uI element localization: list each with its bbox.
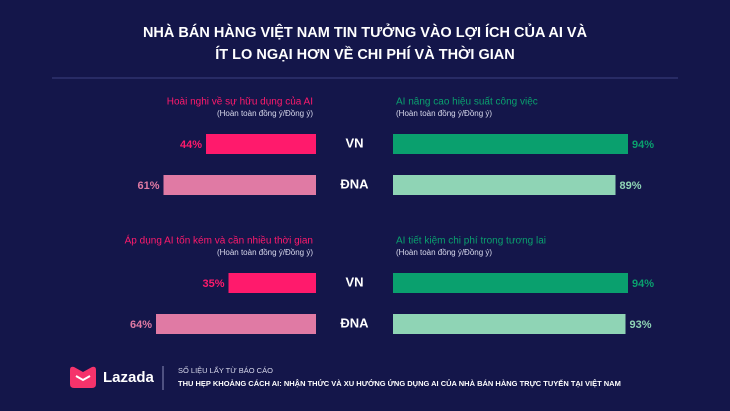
category-label: VN [345, 274, 363, 289]
value-label: 61% [137, 180, 159, 192]
bar [393, 273, 628, 293]
value-label: 94% [632, 139, 654, 151]
bar [163, 175, 316, 195]
value-label: 35% [202, 278, 224, 290]
value-label: 93% [630, 319, 652, 331]
title-line: ÍT LO NGẠI HƠN VỀ CHI PHÍ VÀ THỜI GIAN [215, 45, 514, 63]
bar [393, 314, 626, 334]
panel-title: AI nâng cao hiệu suất công việc [396, 96, 538, 108]
value-label: 44% [180, 139, 202, 151]
bar [393, 134, 628, 154]
value-label: 64% [130, 319, 152, 331]
panel-title: Áp dụng AI tốn kém và cần nhiều thời gia… [125, 234, 313, 247]
category-label: ĐNA [340, 176, 369, 191]
bar [228, 273, 316, 293]
panel-subtitle: (Hoàn toàn đồng ý/Đồng ý) [396, 109, 492, 118]
value-label: 89% [620, 180, 642, 192]
source-title: THU HẸP KHOẢNG CÁCH AI: NHẬN THỨC VÀ XU … [178, 378, 621, 388]
title-line: NHÀ BÁN HÀNG VIỆT NAM TIN TƯỞNG VÀO LỢI … [143, 23, 588, 41]
brand: Lazada [103, 369, 155, 386]
panel-subtitle: (Hoàn toàn đồng ý/Đồng ý) [217, 109, 313, 118]
panel-subtitle: (Hoàn toàn đồng ý/Đồng ý) [396, 248, 492, 257]
bar [156, 314, 316, 334]
category-label: VN [345, 135, 363, 150]
source-label: SỐ LIỆU LẤY TỪ BÁO CÁO [178, 365, 273, 375]
value-label: 94% [632, 278, 654, 290]
panel-title: Hoài nghi về sự hữu dụng của AI [167, 96, 313, 108]
panel-subtitle: (Hoàn toàn đồng ý/Đồng ý) [217, 248, 313, 257]
panel-title: AI tiết kiệm chi phí trong tương lai [396, 235, 546, 247]
bar [393, 175, 616, 195]
logo [70, 366, 96, 388]
category-label: ĐNA [340, 315, 369, 330]
bar [206, 134, 316, 154]
